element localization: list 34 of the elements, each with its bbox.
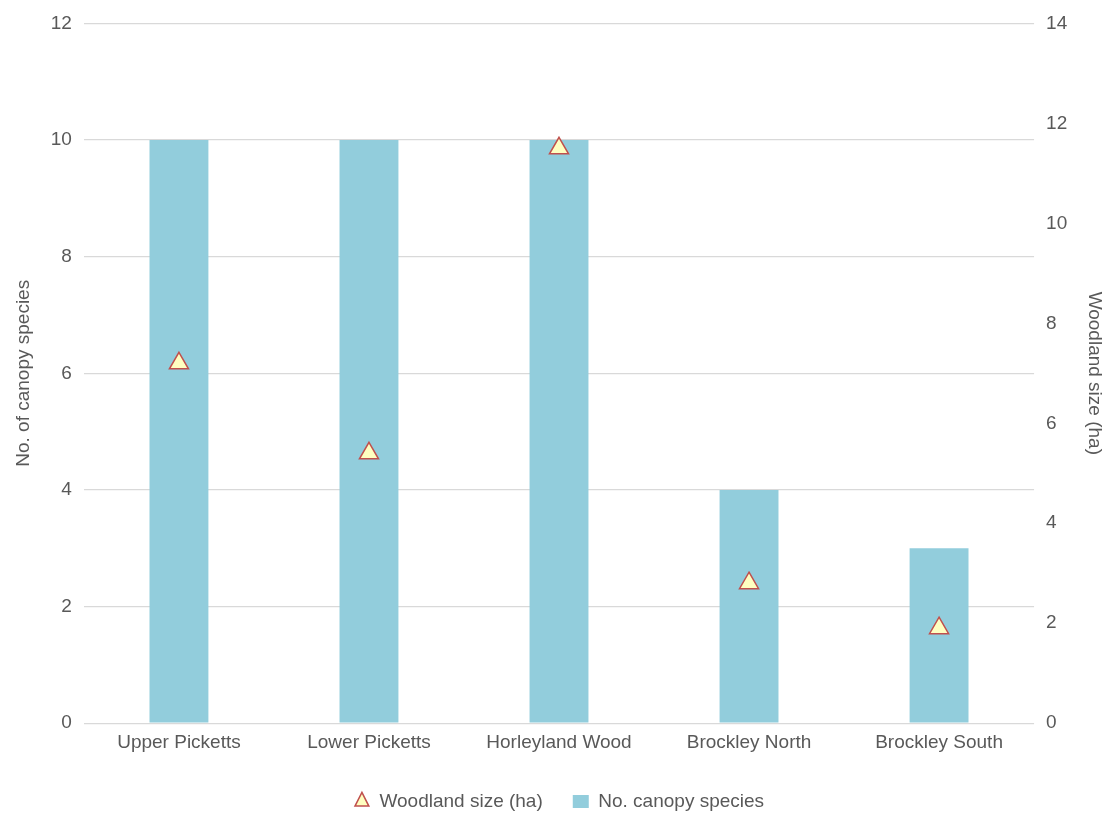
x-tick-label: Lower Picketts: [307, 730, 431, 752]
point: [168, 351, 190, 370]
x-tick-label: Brockley North: [686, 730, 812, 752]
y2-tick-label: 10: [1046, 211, 1068, 233]
y2-tick-label: 4: [1046, 511, 1058, 533]
y2-tick-label: 6: [1046, 411, 1057, 433]
y2-tick-label: 8: [1046, 311, 1057, 333]
y2-tick-label: 14: [1046, 11, 1068, 33]
bar: [529, 140, 589, 723]
y-tick-label: 0: [61, 711, 72, 733]
point: [928, 616, 950, 635]
legend-label: No. canopy species: [598, 789, 765, 811]
y-tick-label: 6: [61, 361, 72, 383]
y-tick-label: 10: [50, 128, 72, 150]
y-tick-label: 2: [61, 594, 72, 616]
bar: [909, 548, 969, 723]
x-tick-label: Horleyland Wood: [486, 730, 632, 752]
point: [358, 441, 380, 460]
y2-axis-title: Woodland size (ha): [1085, 291, 1107, 455]
y2-tick-label: 2: [1046, 611, 1057, 633]
y2-tick-label: 0: [1046, 711, 1057, 733]
bar: [719, 489, 779, 723]
bar: [339, 140, 399, 723]
point: [738, 571, 760, 590]
y-tick-label: 8: [61, 244, 72, 266]
y2-tick-label: 12: [1046, 111, 1068, 133]
bar: [149, 140, 209, 723]
y-tick-label: 4: [61, 478, 73, 500]
point: [548, 136, 570, 155]
y-tick-label: 12: [50, 11, 72, 33]
y-axis-title: No. of canopy species: [11, 279, 33, 467]
x-tick-label: Upper Picketts: [117, 730, 241, 752]
x-tick-label: Brockley South: [875, 730, 1003, 752]
legend-label: Woodland size (ha): [379, 789, 543, 811]
